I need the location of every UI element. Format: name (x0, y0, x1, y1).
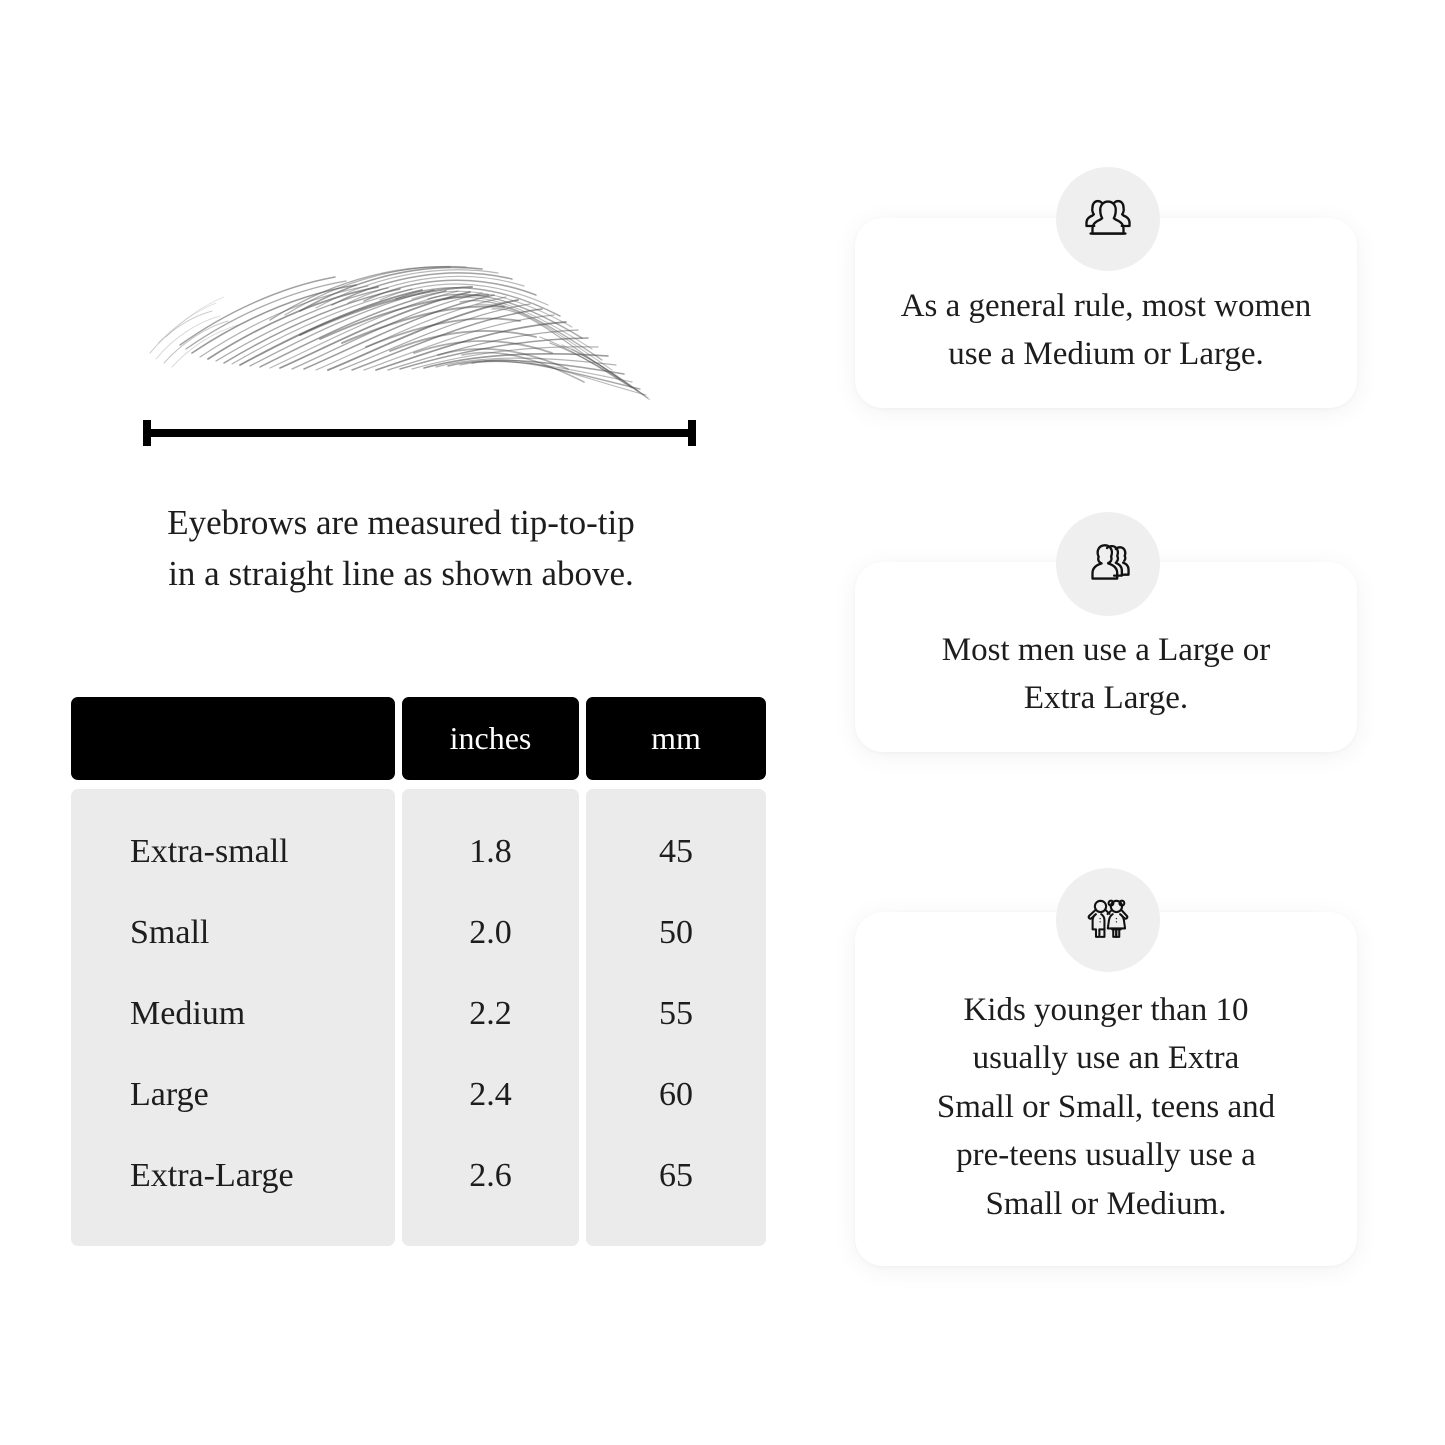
measurement-caption: Eyebrows are measured tip-to-tip in a st… (71, 498, 731, 600)
card-kids-line-5: Small or Medium. (985, 1185, 1227, 1222)
table-header-size (71, 697, 395, 780)
table-header-inches: inches (402, 697, 579, 780)
table-column-inches: 1.8 2.0 2.2 2.4 2.6 (402, 789, 579, 1246)
table-cell-size: Extra-Large (130, 1156, 294, 1194)
card-kids-line-1: Kids younger than 10 (963, 991, 1249, 1028)
caption-line-1: Eyebrows are measured tip-to-tip (167, 503, 635, 542)
card-men-text: Most men use a Large or Extra Large. (942, 592, 1270, 723)
card-men-line-1: Most men use a Large or (941, 631, 1271, 668)
card-men-line-2: Extra Large. (1023, 680, 1189, 716)
table-cell-inches: 2.4 (469, 1075, 512, 1113)
card-kids-line-4: pre-teens usually use a (956, 1137, 1256, 1174)
table-header-mm: mm (586, 697, 766, 780)
caption-line-2: in a straight line as shown above. (168, 553, 634, 593)
table-column-mm: 45 50 55 60 65 (586, 789, 766, 1246)
women-group-icon (1056, 167, 1160, 271)
guidance-cards-panel: As a general rule, most women use a Medi… (800, 0, 1445, 1445)
eyebrow-measurement-panel: Eyebrows are measured tip-to-tip in a st… (71, 225, 766, 1246)
table-cell-size: Medium (130, 994, 246, 1032)
table-cell-mm: 65 (659, 1156, 693, 1194)
card-kids-line-3: Small or Small, teens and (936, 1088, 1276, 1125)
info-card-kids: Kids younger than 10 usually use an Extr… (855, 912, 1357, 1266)
table-cell-size: Small (130, 913, 210, 951)
table-cell-size: Extra-small (130, 832, 289, 870)
card-women-line-1: As a general rule, most women (900, 287, 1312, 324)
measurement-bar-icon (143, 418, 696, 450)
children-icon (1056, 868, 1160, 972)
table-cell-inches: 2.2 (469, 994, 512, 1032)
table-cell-mm: 50 (659, 913, 693, 951)
table-body: Extra-small Small Medium Large Extra-Lar… (71, 789, 766, 1246)
table-cell-inches: 2.6 (469, 1156, 512, 1194)
table-cell-mm: 60 (659, 1075, 693, 1113)
table-cell-size: Large (130, 1075, 209, 1113)
card-kids-text: Kids younger than 10 usually use an Extr… (937, 950, 1275, 1229)
table-column-size: Extra-small Small Medium Large Extra-Lar… (71, 789, 395, 1246)
table-cell-inches: 1.8 (469, 832, 512, 870)
card-kids-line-2: usually use an Extra (972, 1040, 1240, 1077)
table-cell-inches: 2.0 (469, 913, 512, 951)
eyebrow-illustration (120, 225, 720, 400)
table-cell-mm: 45 (659, 832, 693, 870)
men-group-icon (1056, 512, 1160, 616)
card-women-text: As a general rule, most women use a Medi… (901, 248, 1312, 379)
size-table: inches mm Extra-small Small Medium Large… (71, 697, 766, 1246)
table-header-row: inches mm (71, 697, 766, 780)
card-women-line-2: use a Medium or Large. (948, 336, 1264, 372)
table-cell-mm: 55 (659, 994, 693, 1032)
